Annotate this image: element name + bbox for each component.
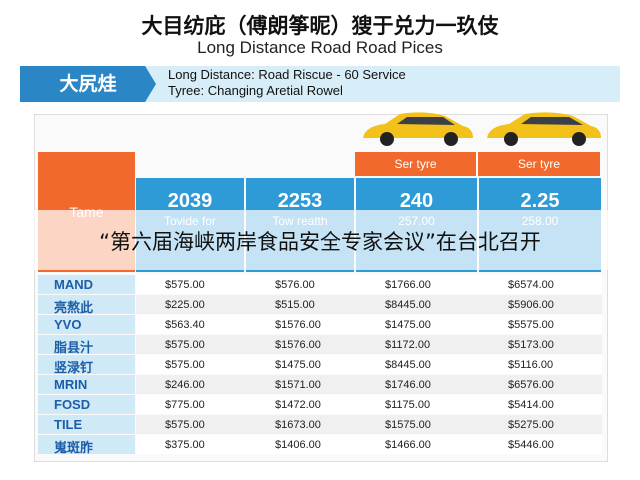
price-cell: $575.00 — [165, 339, 205, 351]
row-bg — [136, 315, 602, 334]
row-name: TILE — [54, 417, 83, 432]
price-cell: $515.00 — [275, 299, 315, 311]
row-bg — [136, 435, 602, 454]
price-cell: $1576.00 — [275, 319, 321, 331]
service-label: Ser tyre — [517, 157, 560, 171]
price-cell: $1766.00 — [385, 279, 431, 291]
row-name: FOSD — [54, 397, 91, 412]
price-cell: $5446.00 — [508, 439, 554, 451]
row-name-cell — [38, 355, 135, 374]
service-cell — [355, 152, 476, 176]
price-cell: $5173.00 — [508, 339, 554, 351]
price-cell: $246.00 — [165, 379, 205, 391]
overlay-caption: “第六届海峡两岸食品安全专家会议”在台北召开 — [99, 230, 541, 254]
price-cell: $1472.00 — [275, 399, 321, 411]
overlay-banner — [0, 210, 640, 270]
service-label: Ser tyre — [394, 157, 437, 171]
price-cell: $1475.00 — [275, 359, 321, 371]
price-cell: $775.00 — [165, 399, 205, 411]
price-cell: $1673.00 — [275, 419, 321, 431]
row-name-cell — [38, 375, 135, 394]
price-cell: $1746.00 — [385, 379, 431, 391]
row-bg — [136, 375, 602, 394]
row-bg — [136, 295, 602, 314]
price-cell: $1571.00 — [275, 379, 321, 391]
row-name: 亮熬此 — [54, 300, 94, 315]
row-name-cell — [38, 335, 135, 354]
price-cell: $8445.00 — [385, 299, 431, 311]
row-name: 竖渌钉 — [54, 360, 94, 375]
price-cell: $225.00 — [165, 299, 205, 311]
subtitle: Long Distance Road Road Pices — [197, 38, 443, 57]
price-cell: $1576.00 — [275, 339, 321, 351]
row-name-cell — [38, 275, 135, 294]
price-cell: $5575.00 — [508, 319, 554, 331]
row-name-cell — [38, 315, 135, 334]
price-cell: $5414.00 — [508, 399, 554, 411]
row-name: 嵬斑胙 — [54, 440, 94, 455]
price-cell: $563.40 — [165, 319, 205, 331]
price-cell: $1475.00 — [385, 319, 431, 331]
row-name: YVO — [54, 317, 82, 332]
header-value: 2253 — [277, 190, 323, 212]
row-bg — [136, 355, 602, 374]
header-value: 2.25 — [520, 190, 560, 212]
band-line: Tyree: Changing Aretial Rowel — [168, 83, 343, 98]
price-cell: $1172.00 — [385, 339, 431, 351]
price-cell: $1466.00 — [385, 439, 431, 451]
row-bg — [136, 415, 602, 434]
price-cell: $5275.00 — [508, 419, 554, 431]
price-cell: $576.00 — [275, 279, 315, 291]
price-cell: $375.00 — [165, 439, 205, 451]
row-name-cell — [38, 415, 135, 434]
price-cell: $8445.00 — [385, 359, 431, 371]
car — [487, 112, 601, 146]
row-bg — [136, 395, 602, 414]
price-cell: $1175.00 — [385, 399, 431, 411]
row-name-cell — [38, 295, 135, 314]
row-bg — [136, 335, 602, 354]
header-value: 240 — [399, 190, 434, 212]
price-cell: $5906.00 — [508, 299, 554, 311]
header-value: 2039 — [167, 190, 213, 212]
row-bg — [136, 275, 602, 294]
row-name-cell — [38, 395, 135, 414]
price-cell: $6574.00 — [508, 279, 554, 291]
price-cell: $575.00 — [165, 279, 205, 291]
band-tag: 大尻烓 — [20, 66, 156, 102]
row-name: 脂县汁 — [54, 340, 94, 355]
car-icons — [363, 112, 601, 146]
band-line: Long Distance: Road Riscue - 60 Service — [168, 67, 406, 82]
price-cell: $575.00 — [165, 359, 205, 371]
price-cell: $5116.00 — [508, 359, 554, 371]
row-name: MAND — [54, 277, 93, 292]
row-name: MRIN — [54, 377, 88, 392]
price-cell: $575.00 — [165, 419, 205, 431]
car — [363, 112, 473, 146]
price-cell: $1406.00 — [275, 439, 321, 451]
service-cell — [478, 152, 600, 176]
price-cell: $1575.00 — [385, 419, 431, 431]
price-cell: $6576.00 — [508, 379, 554, 391]
title: 大目纺庇（傅朗筝昵）獀于兑力一玖伎 — [141, 14, 499, 38]
row-name-cell — [38, 435, 135, 454]
